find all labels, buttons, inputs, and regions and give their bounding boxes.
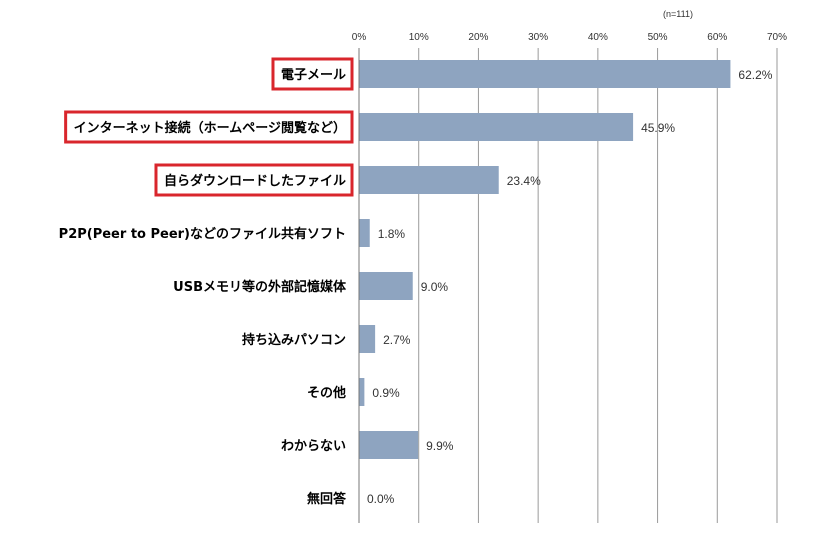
value-label: 62.2% xyxy=(738,68,772,82)
bar xyxy=(359,325,376,353)
x-tick-label: 40% xyxy=(588,32,608,43)
value-label: 9.9% xyxy=(426,439,454,453)
category-label: その他 xyxy=(307,385,346,401)
bar xyxy=(359,166,499,194)
x-tick-label: 50% xyxy=(648,32,668,43)
value-label: 0.0% xyxy=(367,492,395,506)
value-label: 2.7% xyxy=(383,333,411,347)
x-tick-label: 0% xyxy=(352,32,367,43)
x-tick-label: 60% xyxy=(707,32,727,43)
bar xyxy=(359,431,419,459)
value-labels: 62.2% 45.9% 23.4% 1.8% 9.0% 2.7% 0.9% 9.9% 0.0% xyxy=(367,68,773,506)
category-label: USBメモリ等の外部記憶媒体 xyxy=(173,279,347,295)
value-label: 1.8% xyxy=(378,227,406,241)
bars xyxy=(359,60,731,459)
x-tick-label: 70% xyxy=(767,32,787,43)
x-tick-label: 30% xyxy=(528,32,548,43)
category-label: 電子メール xyxy=(281,68,346,83)
bar xyxy=(359,378,365,406)
bar xyxy=(359,113,634,141)
value-label: 0.9% xyxy=(372,386,400,400)
highlight-box xyxy=(271,57,354,91)
x-tick-label: 20% xyxy=(468,32,488,43)
category-label: 無回答 xyxy=(307,491,347,507)
value-label: 23.4% xyxy=(507,174,541,188)
category-label: わからない xyxy=(281,439,346,454)
sample-size-note: (n=111) xyxy=(663,9,693,19)
value-label: 45.9% xyxy=(641,121,675,135)
category-label: インターネット接続（ホームページ閲覧など） xyxy=(74,120,346,136)
highlight-box xyxy=(154,163,354,197)
bar xyxy=(359,272,413,300)
category-label: 持ち込みパソコン xyxy=(242,332,346,348)
bar xyxy=(359,219,370,247)
highlight-box xyxy=(64,110,354,144)
category-label: P2P(Peer to Peer)などのファイル共有ソフト xyxy=(59,226,346,242)
category-label: 自らダウンロードしたファイル xyxy=(164,173,346,189)
bar xyxy=(359,60,731,88)
x-tick-label: 10% xyxy=(409,32,429,43)
value-label: 9.0% xyxy=(421,280,449,294)
highlight-boxes xyxy=(64,57,354,197)
x-axis-ticks: 0% 10% 20% 30% 40% 50% 60% 70% xyxy=(352,32,787,43)
